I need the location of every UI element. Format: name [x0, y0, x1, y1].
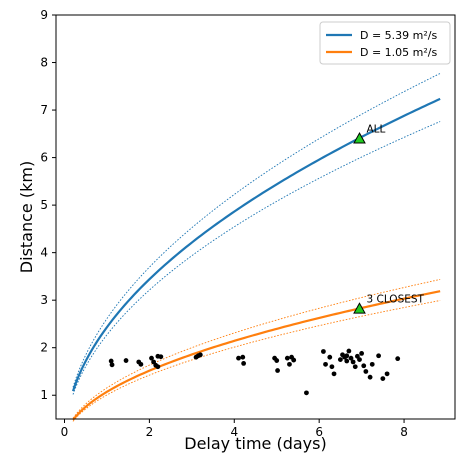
data-point [155, 364, 161, 370]
data-point [369, 361, 375, 367]
x-tick-label: 0 [61, 425, 69, 439]
plot-frame [55, 14, 456, 420]
x-tick-label: 4 [230, 425, 238, 439]
marker-triangle [353, 132, 366, 144]
x-tick-label: 6 [315, 425, 323, 439]
data-point [361, 363, 367, 369]
data-point [331, 371, 337, 377]
x-tick-label: 2 [146, 425, 154, 439]
data-point [321, 349, 326, 354]
data-point [287, 361, 292, 367]
legend-label: D = 5.39 m²/s [360, 29, 438, 42]
y-tick-label: 8 [40, 56, 48, 70]
series-1-line [71, 97, 441, 392]
legend-label: D = 1.05 m²/s [360, 46, 438, 59]
series-1-band-lower [72, 121, 441, 395]
data-point [108, 358, 114, 364]
data-point [359, 351, 365, 356]
data-point [197, 352, 203, 358]
y-tick-label: 3 [40, 293, 48, 307]
y-axis-ticks: 1 2 3 4 5 6 7 8 9 [40, 8, 56, 402]
data-point [284, 355, 290, 361]
data-point [384, 371, 390, 377]
data-point [109, 362, 115, 368]
x-axis-ticks: 0 2 4 6 8 [61, 419, 408, 439]
triangle-markers: ALL 3 CLOSEST [353, 124, 425, 314]
x-tick-label: 8 [400, 425, 408, 439]
data-point [236, 355, 241, 361]
data-point [123, 358, 129, 363]
marker-label: ALL [366, 124, 385, 136]
data-point [395, 356, 401, 362]
data-point [240, 354, 246, 360]
confidence-bands [72, 73, 441, 422]
data-point [352, 364, 358, 370]
data-point [275, 368, 280, 373]
y-tick-label: 4 [40, 246, 48, 260]
marker-label: 3 CLOSEST [366, 294, 424, 306]
data-point [348, 355, 354, 361]
data-point [367, 374, 373, 380]
data-point [346, 348, 352, 354]
series-1-band-upper [72, 73, 441, 388]
legend-box [319, 21, 451, 65]
series-2-line [72, 290, 441, 421]
data-point [363, 369, 369, 374]
data-point [149, 355, 154, 361]
data-point [376, 353, 381, 359]
y-axis-title: Distance (km) [17, 161, 36, 273]
observation-points [108, 348, 401, 396]
data-point [291, 357, 297, 363]
data-point [304, 390, 309, 396]
data-point [344, 358, 350, 364]
y-tick-label: 2 [40, 341, 48, 355]
data-point [327, 354, 333, 360]
data-point [344, 353, 350, 359]
series-2-band-upper [72, 279, 441, 419]
y-tick-label: 9 [40, 8, 48, 22]
marker-triangle [353, 302, 366, 314]
legend: D = 5.39 m²/s D = 1.05 m²/s [319, 21, 451, 65]
data-point [323, 361, 328, 367]
data-point [380, 376, 386, 381]
data-point [138, 361, 144, 367]
data-point [350, 359, 356, 365]
y-tick-label: 5 [40, 198, 48, 212]
data-point [357, 357, 362, 362]
fit-curves [71, 97, 441, 421]
y-tick-label: 6 [40, 151, 48, 165]
data-point [158, 354, 164, 360]
x-axis-title: Delay time (days) [184, 434, 326, 453]
series-2-band-lower [72, 300, 441, 422]
y-tick-label: 1 [40, 388, 48, 402]
y-tick-label: 7 [40, 103, 48, 117]
data-point [337, 357, 343, 362]
data-point [329, 364, 335, 370]
data-point [274, 358, 280, 363]
data-point [241, 360, 247, 366]
